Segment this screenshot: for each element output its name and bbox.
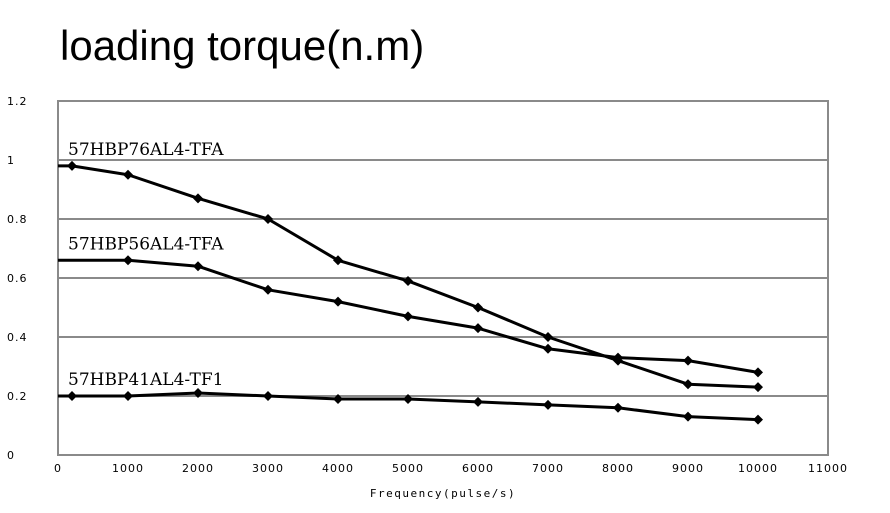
x-axis-label: Frequency(pulse/s) bbox=[370, 487, 516, 500]
data-point bbox=[333, 255, 343, 266]
x-tick-label: 1000 bbox=[112, 462, 144, 475]
data-point bbox=[123, 391, 133, 401]
series-label-0: 57HBP76AL4-TFA bbox=[68, 140, 224, 160]
data-point bbox=[193, 261, 203, 272]
x-tick-label: 9000 bbox=[672, 462, 704, 475]
x-tick-label: 6000 bbox=[462, 462, 494, 475]
data-point bbox=[753, 382, 763, 393]
x-tick-label: 3000 bbox=[252, 462, 284, 475]
data-point bbox=[753, 367, 763, 378]
data-point bbox=[403, 393, 413, 404]
y-tick-label: 1.2 bbox=[7, 95, 28, 108]
x-tick-label: 11000 bbox=[808, 462, 848, 475]
series-line-2 bbox=[58, 391, 759, 422]
data-point bbox=[193, 388, 203, 399]
data-point bbox=[67, 391, 77, 401]
x-tick-label: 0 bbox=[54, 462, 62, 475]
data-point bbox=[683, 379, 693, 390]
x-tick-label: 4000 bbox=[322, 462, 354, 475]
data-point bbox=[543, 399, 553, 410]
y-tick-label: 0.2 bbox=[7, 390, 28, 403]
x-axis-ticks: 0 1000 2000 3000 4000 5000 6000 7000 8000 9000 100… bbox=[54, 462, 848, 475]
data-point bbox=[123, 255, 133, 266]
y-tick-label: 0.6 bbox=[7, 272, 28, 285]
data-point bbox=[263, 214, 273, 224]
data-point bbox=[613, 402, 623, 413]
data-point bbox=[683, 355, 693, 366]
x-tick-label: 7000 bbox=[532, 462, 564, 475]
y-axis-ticks: 0 0.2 0.4 0.6 0.8 1 1.2 bbox=[7, 95, 28, 462]
series-line-0 bbox=[58, 164, 759, 389]
data-point bbox=[473, 302, 483, 313]
series-label-1: 57HBP56AL4-TFA bbox=[68, 234, 224, 254]
grid bbox=[58, 159, 828, 397]
series-label-2: 57HBP41AL4-TF1 bbox=[68, 370, 224, 390]
data-point bbox=[753, 414, 763, 425]
data-point bbox=[123, 169, 133, 180]
data-point bbox=[263, 284, 273, 295]
y-tick-label: 0 bbox=[7, 449, 15, 462]
data-point bbox=[543, 343, 553, 354]
data-point bbox=[683, 411, 693, 422]
y-tick-label: 0.4 bbox=[7, 331, 28, 344]
data-point bbox=[333, 393, 343, 404]
y-tick-label: 1 bbox=[7, 154, 15, 167]
data-point bbox=[473, 323, 483, 334]
y-tick-label: 0.8 bbox=[7, 213, 28, 226]
data-point bbox=[333, 296, 343, 307]
x-tick-label: 5000 bbox=[392, 462, 424, 475]
data-point bbox=[473, 396, 483, 407]
data-point bbox=[403, 275, 413, 286]
data-point bbox=[67, 160, 77, 171]
data-point bbox=[543, 332, 553, 342]
series: 57HBP76AL4-TFA 57HBP56AL4-TFA 57HBP41AL4-T… bbox=[58, 140, 763, 425]
x-tick-label: 2000 bbox=[182, 462, 214, 475]
x-tick-label: 10000 bbox=[738, 462, 778, 475]
data-point bbox=[193, 193, 203, 204]
data-point bbox=[263, 391, 273, 401]
x-tick-label: 8000 bbox=[602, 462, 634, 475]
data-point bbox=[613, 352, 623, 363]
data-point bbox=[403, 311, 413, 322]
chart-title: loading torque(n.m) bbox=[60, 22, 425, 69]
